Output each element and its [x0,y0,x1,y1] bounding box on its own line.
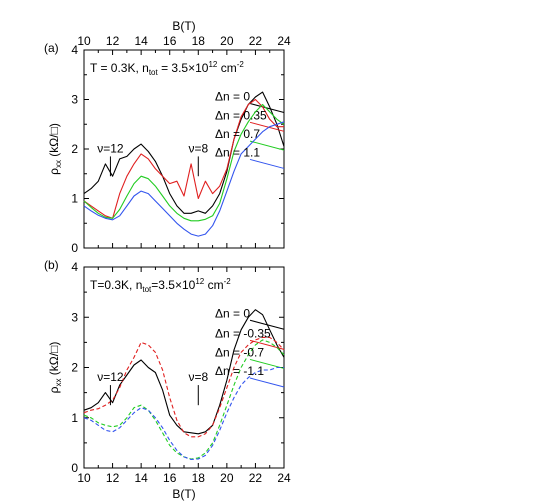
text-span: (kΩ/□) [47,342,61,379]
series-label: Δn = 0 [215,89,250,103]
text-span: -2 [224,277,232,286]
series-label-leader [249,140,285,151]
y-axis-label: ρxx (kΩ/□) [47,123,63,175]
series-label: Δn = -0.35 [215,326,271,340]
filling-factor-label: ν=12 [97,141,124,155]
x-tick-label: 10 [77,34,91,48]
text-span: (kΩ/□) [47,123,61,160]
y-tick-label: 4 [71,43,78,57]
text-span: ρ [47,168,61,175]
filling-factor-label: ν=8 [188,141,208,155]
x-tick-label: 18 [192,471,206,485]
y-tick-label: 0 [71,461,78,475]
x-tick-label: 14 [134,34,148,48]
series-line [83,121,285,237]
series-label-leader [249,158,285,169]
series-line [83,336,285,438]
text-span: ρ [47,386,61,393]
x-tick-label: 12 [106,471,120,485]
filling-factor-label: ν=12 [97,370,124,384]
series-label: Δn = 0 [215,306,250,320]
text-span: = 3.5×10 [158,61,209,75]
panel-label: (a) [44,41,59,55]
y-tick-label: 3 [71,93,78,107]
top-axis-label: B(T) [172,19,195,33]
x-tick-label: 22 [249,34,263,48]
series-label-leader [249,319,285,330]
text-span: T = 0.3K, n [90,61,149,75]
x-tick-label: 16 [163,471,177,485]
series-label: Δn = 1.1 [215,145,260,159]
series-label: Δn = -1.1 [215,364,264,378]
text-span: 12 [195,277,204,286]
series-label-leader [249,358,285,369]
x-tick-label: 12 [106,34,120,48]
y-tick-label: 2 [71,361,78,375]
x-tick-label: 20 [220,471,234,485]
y-tick-label: 0 [71,241,78,255]
text-span: tot [149,68,159,77]
text-span: tot [142,285,152,294]
text-span: cm [217,61,236,75]
series-label: Δn = 0.35 [215,108,267,122]
series-line [83,91,285,214]
x-tick-label: 20 [220,34,234,48]
series-line [83,366,284,461]
x-tick-label: 18 [192,34,206,48]
series-label-leader [249,339,285,350]
series-label-leader [249,103,285,113]
y-tick-label: 1 [71,411,78,425]
text-span: xx [54,160,63,168]
y-tick-label: 2 [71,142,78,156]
y-tick-label: 3 [71,310,78,324]
text-span: =3.5×10 [151,278,195,292]
series-label-leader [249,377,285,388]
x-tick-label: 24 [277,471,291,485]
y-tick-label: 4 [71,260,78,274]
series-line [83,103,285,222]
text-span: -2 [237,60,245,69]
x-tick-label: 24 [277,34,291,48]
text-span: T=0.3K, n [90,278,142,292]
x-axis-label: B(T) [172,487,195,501]
series-line [83,98,284,219]
y-axis-label: ρxx (kΩ/□) [47,342,63,394]
text-span: cm [204,278,223,292]
x-tick-label: 22 [249,471,263,485]
series-label: Δn = -0.7 [215,345,264,359]
filling-factor-label: ν=8 [188,370,208,384]
series-label: Δn = 0.7 [215,127,260,141]
x-tick-label: 16 [163,34,177,48]
condition-annotation: T = 0.3K, ntot = 3.5×1012 cm-2 [90,60,244,77]
panel-label: (b) [44,258,59,272]
x-tick-label: 10 [77,471,91,485]
text-span: xx [54,379,63,387]
y-tick-label: 1 [71,192,78,206]
series-label-leader [249,121,285,132]
x-tick-label: 14 [134,471,148,485]
text-span: 12 [208,60,217,69]
condition-annotation: T=0.3K, ntot=3.5×1012 cm-2 [90,277,231,294]
